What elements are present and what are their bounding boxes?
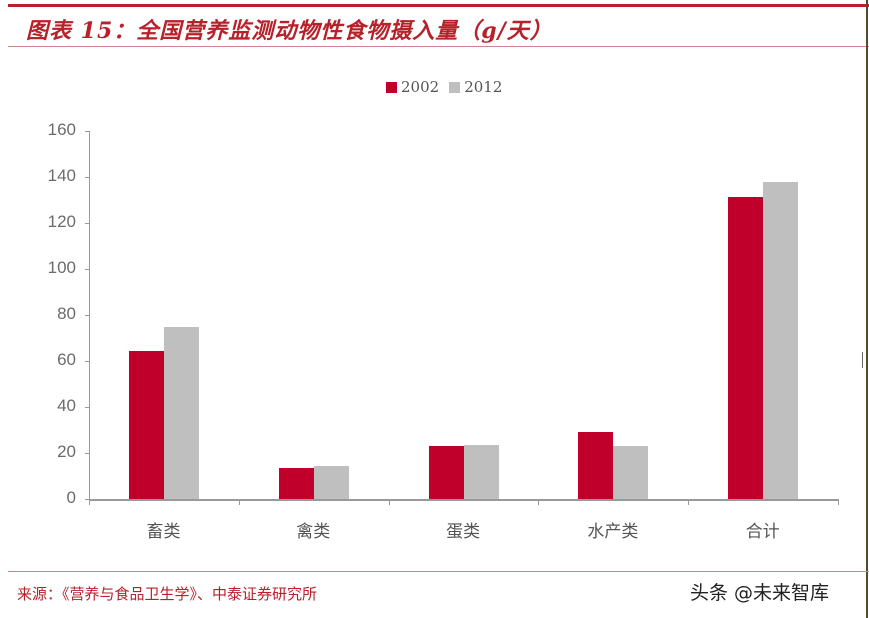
y-tick (85, 177, 90, 178)
source-note: 来源：《营养与食品卫生学》、中泰证券研究所 (17, 585, 318, 603)
bar-2002 (278, 467, 314, 499)
y-tick-label: 80 (57, 304, 76, 323)
y-tick (85, 223, 90, 224)
y-tick-label: 100 (47, 258, 76, 277)
bar-2002 (428, 446, 464, 499)
y-tick (85, 361, 90, 362)
x-tick (238, 499, 240, 505)
bar-2002 (728, 197, 764, 499)
y-tick-label: 60 (57, 350, 76, 369)
bar-2012 (613, 446, 649, 499)
legend: 2002 2012 (386, 78, 506, 96)
y-tick (85, 453, 90, 454)
y-tick-label: 20 (57, 442, 76, 461)
y-tick (85, 131, 90, 132)
y-tick (85, 269, 90, 270)
title-divider (8, 46, 869, 47)
bar-2002 (128, 351, 164, 499)
x-category-label: 水产类 (587, 522, 639, 542)
bar-2012 (463, 444, 499, 499)
x-tick (388, 499, 390, 505)
y-tick (85, 499, 90, 500)
right-edge-marker (862, 352, 863, 368)
bar-2012 (313, 466, 349, 499)
bar-2002 (578, 432, 614, 499)
x-category-label: 蛋类 (446, 522, 481, 542)
x-tick (89, 499, 90, 505)
legend-label-2012: 2012 (464, 78, 503, 96)
x-axis (89, 499, 838, 501)
legend-item-2012: 2012 (449, 78, 502, 96)
legend-swatch-2012 (449, 81, 461, 93)
bar-2012 (763, 182, 799, 499)
y-tick-label: 120 (47, 212, 76, 231)
x-category-label: 畜类 (146, 522, 181, 542)
y-tick-label: 0 (66, 488, 76, 507)
x-tick (838, 499, 839, 505)
legend-item-2002: 2002 (386, 78, 439, 96)
x-category-label: 合计 (745, 522, 780, 542)
y-tick (85, 315, 90, 316)
y-tick-label: 160 (47, 120, 76, 139)
y-tick-label: 40 (57, 396, 76, 415)
y-tick-label: 140 (47, 166, 76, 185)
watermark: 头条 @未来智库 (690, 582, 830, 604)
footer-divider (8, 571, 869, 572)
bar-2012 (163, 326, 199, 499)
bar-chart: 0 20 40 60 80 100 120 140 160 畜类 禽类 蛋类 水产类 合计 (47, 120, 839, 542)
top-rule (8, 4, 869, 7)
right-border (866, 0, 868, 618)
x-tick (688, 499, 690, 505)
y-tick (85, 407, 90, 408)
legend-label-2002: 2002 (401, 78, 440, 96)
x-tick (538, 499, 540, 505)
x-category-label: 禽类 (296, 522, 331, 542)
legend-swatch-2002 (386, 81, 397, 93)
chart-title: 图表 15：全国营养监测动物性食物摄入量（g/天） (26, 18, 553, 44)
